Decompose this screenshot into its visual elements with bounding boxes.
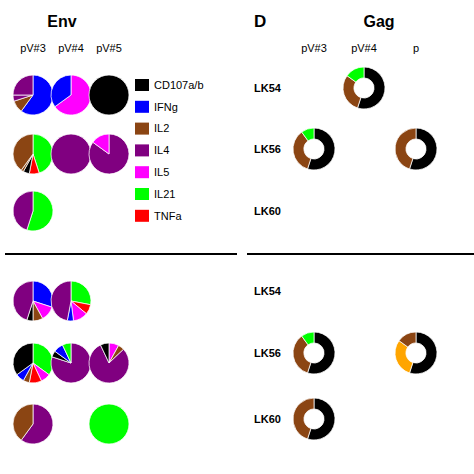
column-header: pV#3 — [20, 42, 46, 54]
legend-label: TNFa — [154, 210, 182, 222]
slice — [51, 134, 91, 174]
pie — [343, 67, 385, 109]
slice — [71, 281, 91, 305]
row-label: LK54 — [254, 285, 282, 297]
slice — [293, 398, 314, 439]
legend-item: IFNg — [135, 101, 178, 113]
legend-label: IFNg — [154, 101, 178, 113]
legend-item: IL5 — [135, 166, 169, 178]
figure: EnvpV#3pV#4pV#5CD107a/bIFNgIL2IL4IL5IL21… — [0, 0, 474, 474]
legend-swatch — [135, 210, 149, 222]
slice — [343, 76, 361, 108]
slice — [395, 341, 413, 373]
slice — [14, 95, 33, 111]
row-label: LK60 — [254, 413, 281, 425]
legend-label: IL2 — [154, 122, 169, 134]
pie — [13, 134, 53, 174]
pie — [13, 75, 53, 115]
pie — [13, 281, 53, 321]
slice — [395, 128, 416, 169]
legend-swatch — [135, 123, 149, 135]
legend-label: IL5 — [154, 166, 169, 178]
legend-swatch — [135, 166, 149, 178]
pie — [395, 128, 437, 170]
legend-swatch — [135, 144, 149, 156]
legend-item: IL21 — [135, 188, 175, 200]
panel: EnvpV#3 pV#4 pV#5 CD107a/b IFNg IL2 IL4 IL5 IL21… — [5, 13, 237, 444]
column-header: p — [413, 42, 419, 54]
slice — [13, 281, 33, 320]
divider — [247, 253, 474, 255]
slice — [13, 343, 33, 375]
column-header: pV#3 — [301, 42, 327, 54]
slice — [93, 134, 109, 154]
pie — [293, 128, 335, 170]
pie — [89, 343, 129, 383]
title: Gag — [363, 13, 394, 30]
row-label: LK54 — [254, 82, 282, 94]
pie — [293, 332, 335, 374]
row-label: LK60 — [254, 205, 281, 217]
pie — [293, 398, 335, 440]
legend-label: IL4 — [154, 144, 169, 156]
slice — [347, 67, 364, 82]
panel-label: D — [254, 12, 266, 31]
slice — [13, 134, 33, 170]
legend-label: CD107a/b — [154, 79, 204, 91]
title: Env — [47, 13, 76, 30]
slice — [100, 343, 109, 363]
legend-item: TNFa — [135, 210, 182, 222]
legend-item: CD107a/b — [135, 79, 204, 91]
slice — [33, 301, 43, 321]
legend-item: IL4 — [135, 144, 169, 156]
slice — [13, 75, 33, 95]
slice — [89, 75, 129, 115]
legend: CD107a/b IFNg IL2 IL4 IL5 IL21 TNFa — [135, 79, 204, 222]
pie — [13, 404, 53, 444]
slice — [13, 191, 33, 230]
pie — [51, 134, 91, 174]
slice — [13, 95, 33, 101]
panel: Gag DpV#3 pV#4 p LK54 LK56 LK60 LK54 LK56 LK60 — [247, 12, 474, 440]
pie — [51, 281, 91, 321]
column-header: pV#4 — [351, 42, 377, 54]
pie — [13, 191, 53, 231]
slice — [89, 404, 129, 444]
row-label: LK56 — [254, 143, 281, 155]
pie — [89, 75, 129, 115]
pie — [51, 343, 91, 383]
slice — [399, 332, 416, 347]
legend-swatch — [135, 101, 149, 113]
slice — [51, 281, 71, 321]
legend-swatch — [135, 188, 149, 200]
slice — [51, 343, 91, 383]
slice — [302, 332, 314, 345]
slice — [302, 128, 314, 141]
slice — [13, 404, 33, 440]
slice — [51, 75, 71, 107]
slice — [62, 343, 71, 363]
slice — [89, 134, 129, 174]
legend-item: IL2 — [135, 122, 169, 134]
pie — [395, 332, 437, 374]
pie — [89, 404, 129, 444]
column-header: pV#4 — [58, 42, 84, 54]
pie — [51, 75, 91, 115]
column-header: pV#5 — [96, 42, 122, 54]
divider — [5, 253, 237, 255]
legend-label: IL21 — [154, 188, 175, 200]
pie — [13, 343, 53, 383]
pie — [89, 134, 129, 174]
legend-swatch — [135, 79, 149, 91]
row-label: LK56 — [254, 347, 281, 359]
